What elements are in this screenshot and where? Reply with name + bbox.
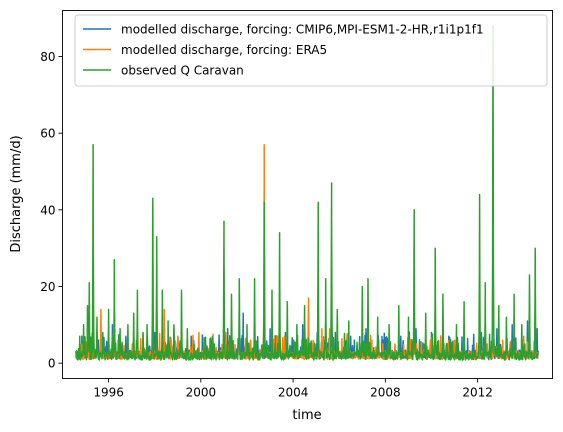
x-tick-label: 2008 [370, 386, 401, 400]
legend-label-3: observed Q Caravan [121, 64, 244, 78]
x-axis-ticks: 1996 2000 2004 2008 2012 [93, 378, 493, 400]
y-tick-label: 40 [40, 203, 55, 217]
legend-label-1: modelled discharge, forcing: CMIP6,MPI-E… [121, 23, 484, 37]
y-tick-label: 0 [48, 357, 56, 371]
series-layer [75, 25, 539, 361]
x-tick-label: 1996 [93, 386, 124, 400]
series-line-3 [75, 25, 539, 361]
y-tick-label: 20 [40, 280, 55, 294]
x-tick-label: 2004 [278, 386, 309, 400]
legend: modelled discharge, forcing: CMIP6,MPI-E… [74, 14, 548, 87]
y-axis-ticks: 0 20 40 60 80 [40, 50, 63, 371]
plot-frame [62, 10, 553, 379]
x-axis-label: time [292, 408, 321, 423]
x-tick-label: 2012 [462, 386, 493, 400]
legend-label-2: modelled discharge, forcing: ERA5 [121, 43, 327, 57]
y-tick-label: 80 [40, 50, 55, 64]
legend-box [74, 14, 548, 87]
y-tick-label: 60 [40, 127, 55, 141]
x-tick-label: 2000 [186, 386, 217, 400]
y-axis-label: Discharge (mm/d) [9, 135, 24, 252]
legend-items: modelled discharge, forcing: CMIP6,MPI-E… [83, 23, 484, 78]
